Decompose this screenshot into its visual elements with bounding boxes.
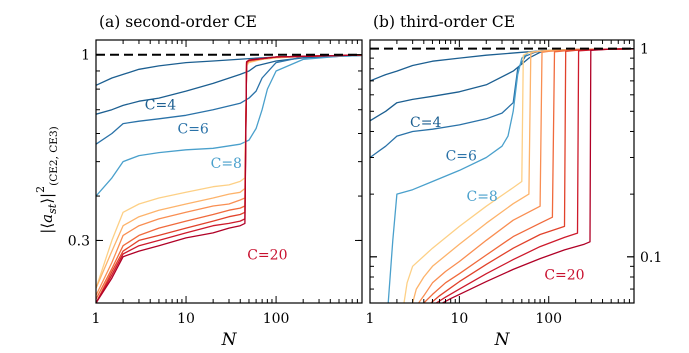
- series-line: [370, 48, 634, 122]
- series-line: [96, 54, 362, 303]
- plot-frame: [369, 39, 635, 304]
- x-tick-label: 1: [366, 311, 375, 327]
- series-line: [423, 48, 634, 303]
- series-line: [442, 48, 634, 303]
- curve-label: C=20: [247, 248, 287, 264]
- series-line: [370, 48, 634, 159]
- curve-label: C=4: [410, 115, 441, 131]
- panel-title: (b) third-order CE: [373, 13, 515, 31]
- series-group: [96, 54, 362, 303]
- x-tick-label: 10: [177, 311, 195, 327]
- curve-label: C=4: [145, 98, 176, 114]
- series-line: [96, 54, 362, 86]
- series-line: [96, 54, 362, 197]
- panel-b: (b) third-order CE 1 10 100 1 0.1 C=4 C=6 C=8 C=2…: [366, 13, 663, 350]
- series-line: [418, 48, 634, 303]
- series-line: [387, 48, 634, 303]
- series-group: [370, 48, 634, 303]
- y-tick-label: 0.1: [640, 250, 662, 266]
- series-line: [96, 54, 362, 296]
- series-line: [96, 54, 362, 145]
- y-tick-label: 1: [640, 42, 649, 58]
- x-tick-label: 10: [450, 311, 468, 327]
- x-axis-label: N: [494, 330, 511, 350]
- series-line: [403, 48, 634, 303]
- series-line: [430, 48, 634, 303]
- series-line: [96, 54, 362, 303]
- x-tick-label: 100: [263, 311, 290, 327]
- y-tick-label: 1: [81, 48, 90, 64]
- curve-label: C=8: [466, 189, 497, 205]
- series-line: [96, 54, 362, 303]
- panel-a: (a) second-order CE 1 10 100 1 0.3 C=4C=6 C=8 C=…: [68, 13, 363, 350]
- y-tick-label: 0.3: [68, 233, 90, 249]
- curve-label: C=20: [544, 267, 584, 283]
- x-axis-label: N: [221, 330, 238, 350]
- curve-label: C=6: [177, 122, 208, 138]
- series-line: [96, 54, 362, 300]
- curve-label: C=6: [446, 149, 477, 165]
- curve-label: C=8: [211, 156, 242, 172]
- x-tick-label: 1: [92, 311, 101, 327]
- series-line: [435, 48, 634, 303]
- panel-title: (a) second-order CE: [99, 13, 257, 31]
- y-axis-label: |⟨ast⟩|2(CE2, CE3): [34, 126, 60, 233]
- x-tick-label: 100: [535, 311, 562, 327]
